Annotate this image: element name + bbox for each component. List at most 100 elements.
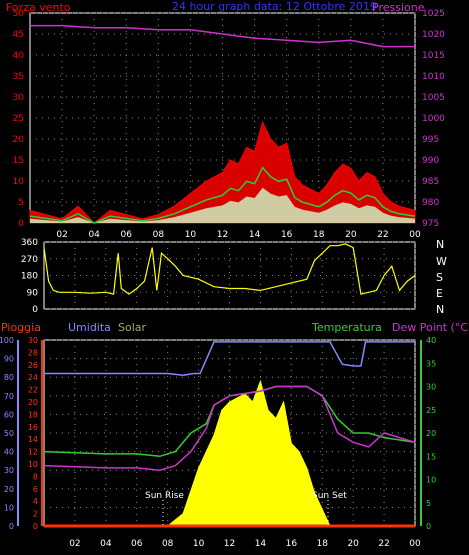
tick-label: 8 (33, 472, 38, 481)
tick-label: 18 (313, 230, 325, 240)
tick-label: 40 (4, 448, 14, 457)
tick-label: 10 (4, 503, 14, 512)
tick-label: 0 (32, 305, 38, 315)
sunset-label: Sun Set (312, 491, 347, 501)
tick-label: 70 (4, 392, 14, 401)
tick-label: 08 (162, 539, 174, 549)
chart-title: 24 hour graph data: 12 Ottobre 2019 (172, 0, 377, 13)
tick-label: 60 (4, 410, 14, 419)
tick-label: 0 (18, 219, 24, 229)
tick-label: 80 (4, 373, 14, 382)
tick-label: 1015 (422, 51, 445, 61)
compass-label: S (436, 271, 443, 284)
tick-label: 20 (347, 539, 359, 549)
temperature-axis-title: Temperatura (311, 321, 382, 334)
tick-label: 10 (193, 539, 205, 549)
tick-label: 06 (121, 230, 133, 240)
tick-label: 975 (422, 219, 439, 229)
tick-label: 20 (426, 429, 436, 438)
humidity-axis-title: Umidita (68, 321, 111, 334)
tick-label: 2 (33, 510, 38, 519)
tick-label: 180 (21, 272, 38, 282)
tick-label: 12 (217, 230, 228, 240)
tick-label: 40 (13, 51, 25, 61)
tick-label: 00 (409, 230, 421, 240)
tick-label: 990 (422, 156, 439, 166)
tick-label: 22 (377, 230, 388, 240)
solar-axis-title: Solar (118, 321, 147, 334)
tick-label: 0 (9, 522, 14, 531)
pressure-axis-title: Pressione (372, 1, 425, 14)
direction-panel-frame (43, 241, 416, 310)
tick-label: 06 (131, 539, 143, 549)
tick-label: 1000 (422, 114, 445, 124)
tick-label: 980 (422, 198, 439, 208)
tick-label: 02 (56, 230, 67, 240)
tick-label: 22 (28, 386, 38, 395)
tick-label: 30 (426, 383, 436, 392)
tick-label: 30 (13, 93, 25, 103)
tick-label: 0 (33, 522, 38, 531)
pressure-line (30, 24, 415, 48)
tick-label: 50 (13, 9, 25, 19)
dewpoint-axis-title: Dew Point (°C) (392, 321, 469, 334)
wind-gust-area (30, 187, 415, 223)
compass-label: E (436, 287, 443, 300)
tick-label: 14 (28, 435, 38, 444)
wind-speed-area (29, 120, 416, 224)
tick-label: 02 (69, 539, 80, 549)
wind-direction-line (43, 243, 416, 295)
compass-label: W (436, 255, 447, 268)
wind-average-line (29, 166, 416, 224)
tick-label: 1010 (422, 72, 445, 82)
tick-label: 35 (426, 359, 436, 368)
humidity-line (44, 341, 415, 377)
tick-label: 35 (13, 72, 24, 82)
tick-label: 90 (27, 288, 39, 298)
tick-label: 30 (28, 336, 38, 345)
wind-axis-title: Forza vento (6, 1, 71, 14)
tick-label: 24 (28, 373, 38, 382)
tick-label: 0 (426, 522, 431, 531)
tick-label: 5 (18, 198, 24, 208)
tick-label: 08 (153, 230, 165, 240)
tick-label: 50 (4, 429, 14, 438)
tick-label: 40 (426, 336, 436, 345)
tick-label: 360 (21, 238, 38, 248)
tick-label: 45 (13, 30, 24, 40)
tick-label: 22 (378, 539, 389, 549)
tick-label: 15 (426, 452, 436, 461)
tick-label: 270 (21, 255, 38, 265)
tick-label: 1025 (422, 9, 445, 19)
tick-label: 4 (33, 497, 38, 506)
dewpoint-line (43, 385, 416, 471)
tick-label: 28 (28, 348, 38, 357)
tick-label: 20 (13, 135, 25, 145)
compass-label: N (436, 238, 444, 251)
tick-label: 10 (426, 476, 436, 485)
sunrise-label: Sun Rise (145, 491, 184, 501)
tick-label: 20 (28, 398, 38, 407)
tick-label: 16 (286, 539, 298, 549)
tick-label: 14 (249, 230, 261, 240)
tick-label: 90 (4, 355, 14, 364)
rain-axis-title: Pioggia (1, 321, 41, 334)
tick-label: 26 (28, 361, 38, 370)
tick-label: 00 (409, 539, 421, 549)
tick-label: 10 (185, 230, 197, 240)
tick-label: 12 (28, 448, 38, 457)
tick-label: 20 (4, 485, 14, 494)
tick-label: 04 (100, 539, 112, 549)
tick-label: 12 (224, 539, 235, 549)
tick-label: 10 (28, 460, 38, 469)
tick-label: 30 (4, 466, 14, 475)
tick-label: 04 (88, 230, 100, 240)
tick-label: 16 (28, 423, 38, 432)
tick-label: 1020 (422, 30, 445, 40)
tick-label: 100 (0, 336, 14, 345)
tick-label: 985 (422, 177, 439, 187)
tick-label: 18 (28, 410, 38, 419)
tick-label: 15 (13, 156, 24, 166)
tick-label: 20 (345, 230, 357, 240)
